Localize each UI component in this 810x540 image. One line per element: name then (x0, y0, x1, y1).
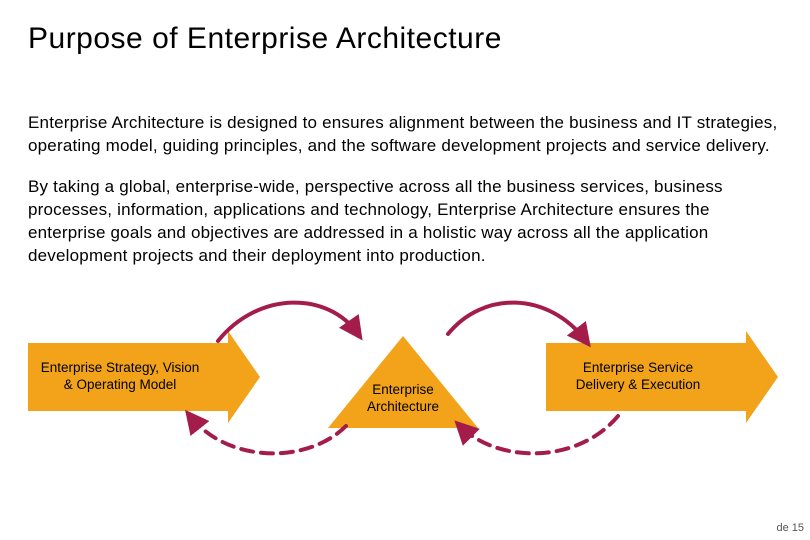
slide: Purpose of Enterprise Architecture Enter… (0, 0, 810, 540)
center-label-line1: Enterprise (328, 382, 478, 399)
center-label-line2: Architecture (328, 399, 478, 416)
left-block-label-line2: & Operating Model (41, 377, 200, 394)
right-block-label: Enterprise Service Delivery & Execution (576, 360, 701, 394)
center-triangle-label: Enterprise Architecture (328, 382, 478, 416)
left-block-arrow: Enterprise Strategy, Vision & Operating … (28, 343, 228, 411)
paragraph-1: Enterprise Architecture is designed to e… (28, 112, 782, 158)
edge-center-to-right (448, 302, 586, 340)
right-block-label-line1: Enterprise Service (576, 360, 701, 377)
left-block-label-line1: Enterprise Strategy, Vision (41, 360, 200, 377)
edge-center-to-left-dashed (190, 416, 346, 453)
paragraph-2: By taking a global, enterprise-wide, per… (28, 176, 782, 268)
right-block-arrow: Enterprise Service Delivery & Execution (546, 343, 746, 411)
right-block-label-line2: Delivery & Execution (576, 377, 701, 394)
edge-left-to-center (218, 302, 358, 340)
diagram: Enterprise Strategy, Vision & Operating … (28, 286, 782, 456)
page-title: Purpose of Enterprise Architecture (28, 22, 782, 56)
left-block-label: Enterprise Strategy, Vision & Operating … (41, 360, 200, 394)
slide-number: de 15 (776, 522, 804, 534)
edge-right-to-center-dashed (460, 416, 618, 453)
